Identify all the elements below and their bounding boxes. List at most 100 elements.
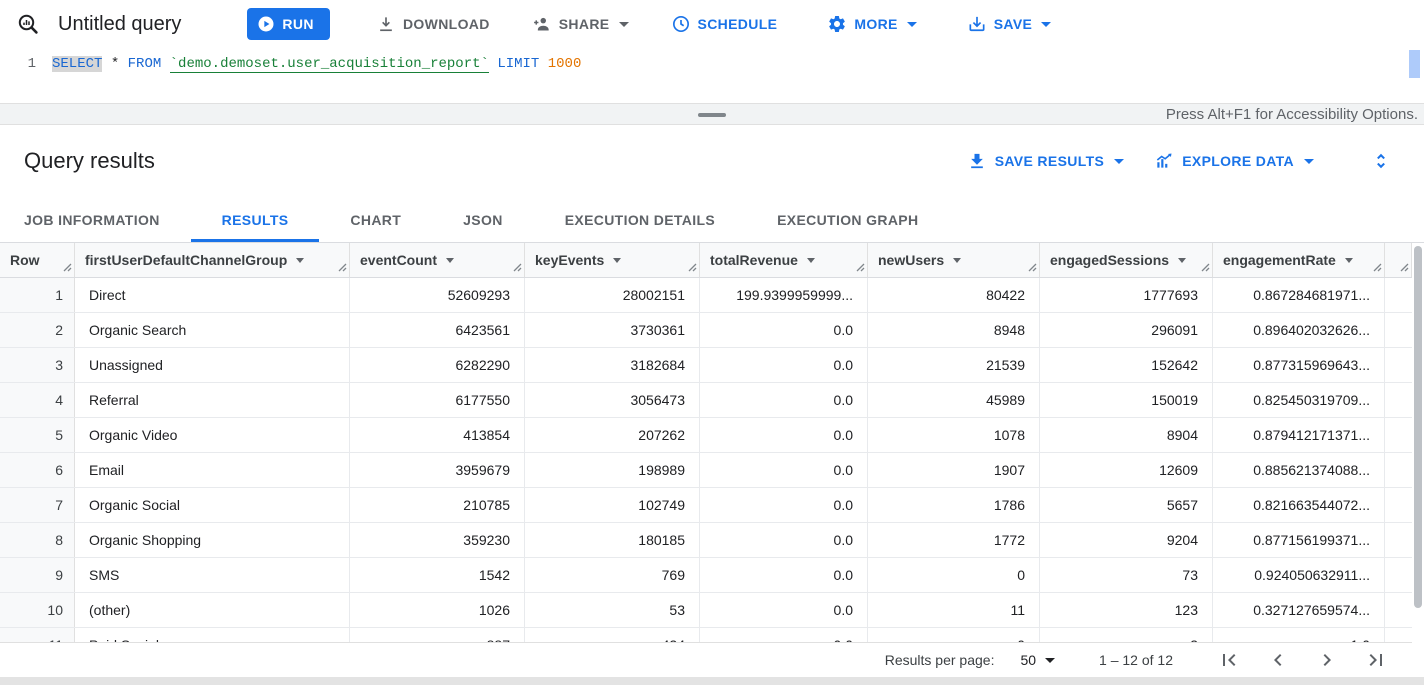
data-cell[interactable]: 0.0 — [700, 488, 868, 522]
data-cell[interactable]: Organic Social — [75, 488, 350, 522]
data-cell[interactable]: SMS — [75, 558, 350, 592]
share-button[interactable]: SHARE — [520, 6, 641, 42]
data-cell[interactable]: 52609293 — [350, 278, 525, 312]
data-cell[interactable]: 1772 — [868, 523, 1040, 557]
download-button[interactable]: DOWNLOAD — [364, 6, 502, 42]
save-results-button[interactable]: SAVE RESULTS — [967, 151, 1125, 171]
collapse-panel-button[interactable] — [1370, 150, 1392, 172]
data-cell[interactable]: 6177550 — [350, 383, 525, 417]
data-cell[interactable]: 0.0 — [700, 383, 868, 417]
data-cell[interactable]: 1786 — [868, 488, 1040, 522]
more-button[interactable]: MORE — [815, 6, 928, 42]
data-cell[interactable]: 11 — [868, 593, 1040, 627]
data-cell[interactable]: 199.9399959999... — [700, 278, 868, 312]
column-menu-caret-icon[interactable] — [1178, 257, 1187, 263]
data-cell[interactable]: 296091 — [1040, 313, 1213, 347]
data-cell[interactable]: Referral — [75, 383, 350, 417]
column-header-engagementRate[interactable]: engagementRate — [1213, 243, 1385, 277]
data-cell[interactable]: 0.924050632911... — [1213, 558, 1385, 592]
data-cell[interactable]: 9204 — [1040, 523, 1213, 557]
table-row[interactable]: 3 Unassigned 6282290 3182684 0.0 21539 152642 0… — [0, 348, 1424, 383]
data-cell[interactable]: 0.867284681971... — [1213, 278, 1385, 312]
column-resize-handle-icon[interactable] — [1027, 259, 1037, 275]
sql-code-line[interactable]: SELECT * FROM `demo.demoset.user_acquisi… — [52, 53, 581, 75]
data-cell[interactable]: 3959679 — [350, 453, 525, 487]
data-cell[interactable]: 0.885621374088... — [1213, 453, 1385, 487]
data-cell[interactable]: 359230 — [350, 523, 525, 557]
column-header-totalRevenue[interactable]: totalRevenue — [700, 243, 868, 277]
tab-execution-details[interactable]: EXECUTION DETAILS — [564, 211, 716, 228]
data-cell[interactable]: 53 — [525, 593, 700, 627]
data-cell[interactable]: 0.0 — [700, 418, 868, 452]
data-cell[interactable]: 207262 — [525, 418, 700, 452]
column-menu-caret-icon[interactable] — [953, 257, 962, 263]
data-cell[interactable]: 0.879412171371... — [1213, 418, 1385, 452]
table-row[interactable]: 5 Organic Video 413854 207262 0.0 1078 8904 0.8… — [0, 418, 1424, 453]
column-menu-caret-icon[interactable] — [296, 257, 305, 263]
tab-results[interactable]: RESULTS — [191, 197, 320, 242]
table-row[interactable]: 9 SMS 1542 769 0.0 0 73 0.924050632911... — [0, 558, 1424, 593]
data-cell[interactable]: 12609 — [1040, 453, 1213, 487]
column-header-firstUserDefaultChannelGroup[interactable]: firstUserDefaultChannelGroup — [75, 243, 350, 277]
table-row[interactable]: 11Paid Social8874240.0031.0 — [0, 628, 1424, 642]
data-cell[interactable]: Organic Video — [75, 418, 350, 452]
data-cell[interactable]: Paid Social — [75, 628, 350, 642]
table-row[interactable]: 4 Referral 6177550 3056473 0.0 45989 150019 0.8… — [0, 383, 1424, 418]
tab-job-information[interactable]: JOB INFORMATION — [24, 211, 160, 228]
data-cell[interactable]: (other) — [75, 593, 350, 627]
page-size-select[interactable]: 50 — [1020, 652, 1056, 668]
data-cell[interactable]: 0.327127659574... — [1213, 593, 1385, 627]
data-cell[interactable]: 8904 — [1040, 418, 1213, 452]
data-cell[interactable]: 3730361 — [525, 313, 700, 347]
data-cell[interactable]: 1.0 — [1213, 628, 1385, 642]
data-cell[interactable]: 0.0 — [700, 628, 868, 642]
data-cell[interactable]: Organic Shopping — [75, 523, 350, 557]
data-cell[interactable]: 0.877156199371... — [1213, 523, 1385, 557]
column-menu-caret-icon[interactable] — [613, 257, 622, 263]
data-cell[interactable]: 424 — [525, 628, 700, 642]
data-cell[interactable]: 3056473 — [525, 383, 700, 417]
data-cell[interactable]: 6423561 — [350, 313, 525, 347]
column-header-eventCount[interactable]: eventCount — [350, 243, 525, 277]
tab-chart[interactable]: CHART — [350, 211, 402, 228]
data-cell[interactable]: 769 — [525, 558, 700, 592]
table-scrollbar-thumb[interactable] — [1414, 246, 1422, 608]
explore-data-button[interactable]: EXPLORE DATA — [1154, 151, 1314, 171]
data-cell[interactable]: 0.0 — [700, 348, 868, 382]
data-cell[interactable]: 152642 — [1040, 348, 1213, 382]
table-row[interactable]: 6 Email 3959679 198989 0.0 1907 12609 0.8856213… — [0, 453, 1424, 488]
data-cell[interactable]: 0.825450319709... — [1213, 383, 1385, 417]
data-cell[interactable]: 45989 — [868, 383, 1040, 417]
data-cell[interactable]: 1542 — [350, 558, 525, 592]
data-cell[interactable]: 0.896402032626... — [1213, 313, 1385, 347]
column-resize-handle-icon[interactable] — [512, 259, 522, 275]
data-cell[interactable]: 0.877315969643... — [1213, 348, 1385, 382]
column-resize-handle-icon[interactable] — [687, 259, 697, 275]
table-row[interactable]: 7 Organic Social 210785 102749 0.0 1786 5657 0.… — [0, 488, 1424, 523]
data-cell[interactable]: 887 — [350, 628, 525, 642]
schedule-button[interactable]: SCHEDULE — [659, 6, 790, 42]
data-cell[interactable]: 28002151 — [525, 278, 700, 312]
tab-json[interactable]: JSON — [463, 211, 503, 228]
table-vertical-scrollbar[interactable] — [1412, 243, 1424, 645]
data-cell[interactable]: 73 — [1040, 558, 1213, 592]
data-cell[interactable]: 80422 — [868, 278, 1040, 312]
column-resize-handle-icon[interactable] — [1200, 259, 1210, 275]
data-cell[interactable]: 5657 — [1040, 488, 1213, 522]
data-cell[interactable]: 0.0 — [700, 593, 868, 627]
data-cell[interactable]: Unassigned — [75, 348, 350, 382]
column-menu-caret-icon[interactable] — [446, 257, 454, 263]
data-cell[interactable]: 0 — [868, 558, 1040, 592]
data-cell[interactable]: 123 — [1040, 593, 1213, 627]
data-cell[interactable]: 0.0 — [700, 558, 868, 592]
data-cell[interactable]: 413854 — [350, 418, 525, 452]
run-button[interactable]: RUN — [247, 8, 330, 40]
data-cell[interactable]: Organic Search — [75, 313, 350, 347]
column-resize-handle-icon[interactable] — [1372, 259, 1382, 275]
last-page-button[interactable] — [1362, 646, 1390, 674]
data-cell[interactable]: 8948 — [868, 313, 1040, 347]
data-cell[interactable]: 0.0 — [700, 313, 868, 347]
sql-editor[interactable]: 1 SELECT * FROM `demo.demoset.user_acqui… — [0, 48, 1424, 103]
column-resize-handle-icon[interactable] — [337, 259, 347, 275]
data-cell[interactable]: 6282290 — [350, 348, 525, 382]
